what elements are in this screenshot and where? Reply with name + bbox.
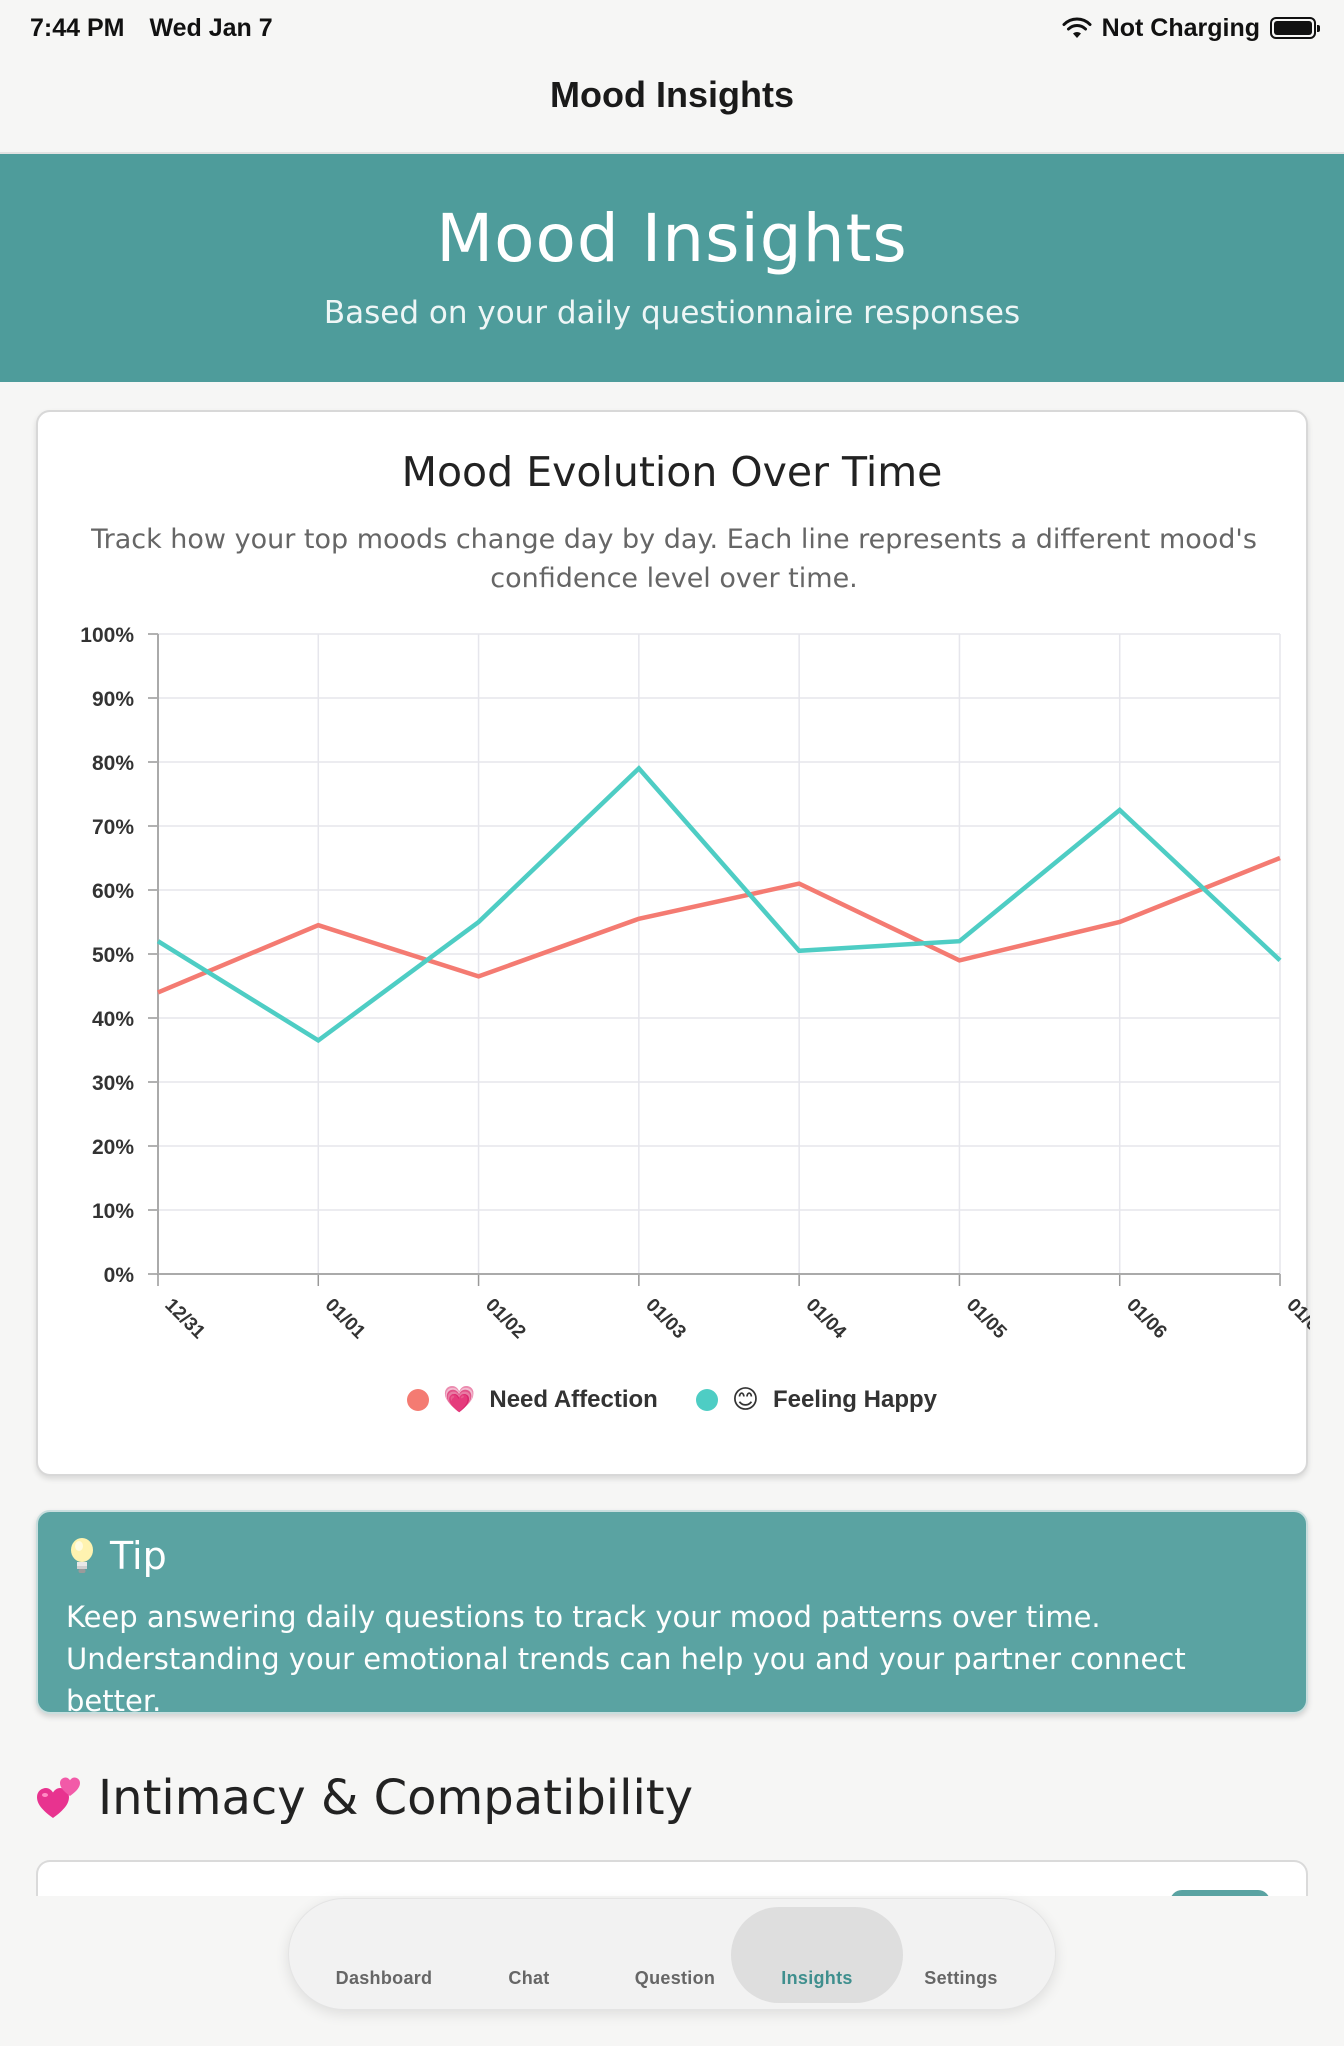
charging-status: Not Charging bbox=[1101, 13, 1260, 42]
nav-title: Mood Insights bbox=[550, 74, 794, 115]
tip-text-line-1: Keep answering daily questions to track … bbox=[66, 1600, 1101, 1634]
y-tick-label: 80% bbox=[92, 752, 134, 775]
insights-banner: Mood Insights Based on your daily questi… bbox=[0, 154, 1344, 382]
chart-description: Track how your top moods change day by d… bbox=[91, 524, 1257, 594]
banner-subtitle: Based on your daily questionnaire respon… bbox=[323, 295, 1021, 331]
x-tick-label: 12/31 bbox=[160, 1295, 209, 1344]
mood-line-chart: 0% 10% 20% 30% 40% 50% 60% 70% 80% 90% 100% 12/31 01… bbox=[80, 624, 1310, 1344]
legend-item-feeling-happy[interactable]: 😊 Feeling Happy bbox=[695, 1384, 937, 1415]
series-line-need-affection bbox=[157, 855, 1281, 995]
tip-text: Keep answering daily questions to track … bbox=[66, 1596, 1278, 1722]
intimacy-section-header: Intimacy & Compatibility bbox=[36, 1770, 693, 1826]
two-hearts-icon bbox=[37, 1777, 80, 1818]
tab-settings[interactable]: Settings bbox=[924, 1968, 998, 1988]
active-tab-highlight bbox=[731, 1907, 903, 2003]
y-tick-label: 100% bbox=[80, 624, 134, 647]
intimacy-card bbox=[36, 1860, 1308, 1910]
tab-insights[interactable]: Insights bbox=[781, 1968, 853, 1988]
tip-header: Tip bbox=[66, 1534, 1278, 1578]
chart-title: Mood Evolution Over Time bbox=[401, 448, 943, 496]
tab-bar: Dashboard Chat Question Insights Setting… bbox=[288, 1898, 1056, 2010]
y-tick-label: 10% bbox=[92, 1200, 134, 1223]
lightbulb-icon bbox=[71, 1538, 93, 1573]
nav-divider bbox=[0, 152, 1344, 154]
y-tick-label: 40% bbox=[92, 1008, 134, 1031]
mood-chart-card: Mood Evolution Over Time Track how your … bbox=[36, 410, 1310, 1476]
x-tick-label: 01/02 bbox=[481, 1295, 529, 1343]
legend-label: Need Affection bbox=[489, 1385, 658, 1413]
battery-icon bbox=[1270, 17, 1320, 39]
y-tick-label: 70% bbox=[92, 816, 134, 839]
legend-item-need-affection[interactable]: 💗 Need Affection bbox=[407, 1384, 658, 1415]
y-tick-label: 20% bbox=[92, 1136, 134, 1159]
wifi-icon bbox=[1062, 17, 1092, 38]
x-tick-label: 01/04 bbox=[802, 1295, 851, 1344]
tip-title: Tip bbox=[110, 1534, 167, 1578]
tip-card: Tip Keep answering daily questions to tr… bbox=[36, 1510, 1308, 1718]
x-tick-label: 01/05 bbox=[962, 1295, 1011, 1344]
x-tick-label: 01/03 bbox=[641, 1295, 689, 1343]
banner-title: Mood Insights bbox=[436, 200, 908, 277]
status-time: 7:44 PM bbox=[30, 13, 125, 42]
x-tick-label: 01/07 bbox=[1282, 1295, 1310, 1343]
y-tick-label: 60% bbox=[92, 880, 134, 903]
legend-dot bbox=[695, 1388, 718, 1411]
status-left: 7:44 PM Wed Jan 7 bbox=[30, 14, 291, 43]
status-bar: 7:44 PM Wed Jan 7 Not Charging bbox=[0, 0, 1344, 56]
x-tick-label: 01/01 bbox=[321, 1295, 370, 1344]
status-right: Not Charging bbox=[1062, 13, 1320, 43]
chart-legend: 💗 Need Affection 😊 Feeling Happy bbox=[38, 1384, 1306, 1415]
intimacy-section-title: Intimacy & Compatibility bbox=[98, 1770, 694, 1826]
y-tick-label: 90% bbox=[92, 688, 134, 711]
legend-label: Feeling Happy bbox=[772, 1385, 937, 1413]
tab-chat[interactable]: Chat bbox=[508, 1968, 550, 1988]
tip-text-line-2: Understanding your emotional trends can … bbox=[66, 1642, 1186, 1718]
heart-emoji-icon: 💗 bbox=[443, 1384, 476, 1414]
tab-dashboard[interactable]: Dashboard bbox=[335, 1968, 433, 1988]
y-tick-label: 0% bbox=[104, 1264, 135, 1287]
legend-dot bbox=[407, 1388, 429, 1411]
smile-emoji-icon: 😊 bbox=[731, 1384, 759, 1414]
y-tick-label: 50% bbox=[92, 944, 134, 967]
y-tick-label: 30% bbox=[92, 1072, 134, 1095]
status-date: Wed Jan 7 bbox=[149, 13, 273, 42]
series-line-feeling-happy bbox=[156, 765, 1282, 1044]
tab-question[interactable]: Question bbox=[634, 1968, 716, 1988]
x-tick-label: 01/06 bbox=[1122, 1295, 1170, 1343]
